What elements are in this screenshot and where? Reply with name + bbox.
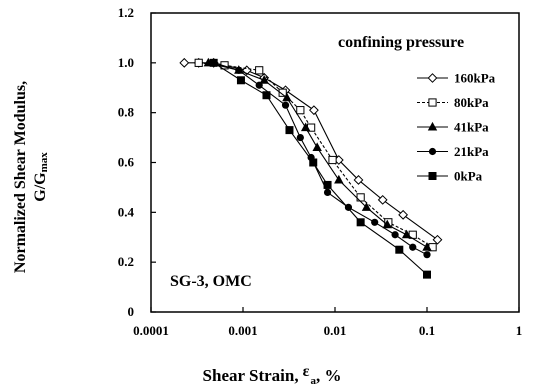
x-tick-label: 0.01 (324, 323, 347, 338)
legend-label: 0kPa (454, 169, 483, 184)
series-line (198, 62, 433, 248)
legend-label: 21kPa (454, 144, 489, 159)
data-point (323, 180, 332, 189)
x-axis-label-sub: a (310, 375, 316, 387)
data-point (382, 219, 392, 229)
legend-item-80kPa: 80kPa (417, 95, 489, 110)
x-axis-label: Shear Strain, εa, % (203, 363, 342, 387)
series-group (179, 57, 443, 279)
y-tick-label: 0.2 (118, 254, 134, 269)
data-point (323, 188, 332, 196)
data-point (361, 202, 372, 211)
y-axis-label: Normalized Shear Modulus, G/Gmax (12, 81, 50, 273)
data-point (259, 75, 269, 84)
legend-item-0kPa: 0kPa (417, 169, 483, 184)
series-line (184, 62, 438, 241)
data-point (309, 105, 319, 116)
x-axis-label-symbol: ε (303, 363, 310, 380)
data-point (296, 133, 304, 142)
y-axis-label-line2: G/Gmax (32, 152, 50, 202)
data-point (353, 175, 364, 185)
data-point (296, 106, 305, 115)
y-tick-label: 0 (128, 304, 135, 319)
chart-annotation: SG-3, OMC (170, 273, 252, 290)
legend-label: 160kPa (454, 71, 496, 86)
series-line (213, 62, 428, 276)
series-line (208, 62, 428, 248)
data-point (209, 58, 218, 67)
legend-item-160kPa: 160kPa (417, 71, 496, 86)
axes (150, 12, 520, 313)
series-0kPa (209, 58, 431, 279)
data-point (312, 142, 322, 152)
y-tick-label: 0.6 (118, 155, 135, 170)
x-tick-label: 0.0001 (133, 323, 169, 338)
data-point (309, 158, 318, 167)
data-point (236, 76, 245, 85)
x-tick-label: 0.1 (419, 323, 435, 338)
legend: confining pressure 160kPa 80kPa 41kPa 21kPa… (338, 34, 496, 184)
tick-labels: 0 0.2 0.4 0.6 0.8 1.0 1.2 0.0001 0.001 0.01 0.1 1 (118, 5, 523, 338)
data-point (409, 243, 417, 251)
legend-item-41kPa: 41kPa (417, 120, 489, 135)
data-point (194, 58, 203, 67)
series-21kPa (210, 59, 431, 259)
data-point (391, 231, 399, 239)
legend-marker (427, 73, 438, 83)
data-point (255, 81, 263, 89)
series-line (213, 62, 428, 256)
data-point (255, 66, 264, 75)
legend-marker (428, 147, 437, 156)
legend-item-21kPa: 21kPa (417, 144, 489, 159)
data-point (423, 251, 431, 259)
data-point (262, 91, 271, 100)
y-axis-label-line1: Normalized Shear Modulus, (12, 81, 29, 273)
data-point (395, 245, 404, 254)
data-point (179, 57, 190, 68)
y-tick-label: 1.0 (118, 55, 134, 70)
data-point (334, 174, 344, 184)
legend-title: confining pressure (338, 34, 464, 51)
legend-marker (427, 121, 438, 131)
series-160kPa (179, 57, 443, 245)
y-tick-label: 0.8 (118, 105, 135, 120)
y-tick-label: 1.2 (118, 5, 134, 20)
y-axis-label-main: G/G (32, 172, 49, 202)
y-axis-label-sub: max (38, 152, 50, 173)
data-point (377, 194, 388, 205)
series-80kPa (194, 58, 437, 252)
data-point (371, 218, 379, 226)
data-point (344, 203, 353, 211)
x-tick-label: 0.001 (228, 323, 257, 338)
legend-marker (428, 172, 437, 180)
data-point (432, 234, 443, 245)
legend-marker (428, 98, 437, 107)
data-point (285, 126, 294, 135)
data-point (422, 242, 432, 251)
data-point (398, 209, 409, 220)
legend-label: 80kPa (454, 95, 489, 110)
data-point (423, 270, 431, 279)
x-tick-label: 1 (516, 323, 523, 338)
data-point (278, 88, 287, 97)
data-point (235, 66, 243, 74)
data-point (300, 122, 311, 132)
data-point (356, 218, 365, 227)
x-axis-label-unit: , % (316, 366, 342, 385)
data-point (401, 229, 412, 239)
data-point (281, 101, 290, 109)
y-tick-label: 0.4 (118, 204, 135, 219)
data-point (328, 155, 337, 165)
series-41kPa (203, 57, 432, 251)
legend-label: 41kPa (454, 120, 489, 135)
data-point (282, 92, 292, 102)
x-axis-label-main: Shear Strain, (203, 366, 299, 385)
data-point (356, 193, 365, 202)
